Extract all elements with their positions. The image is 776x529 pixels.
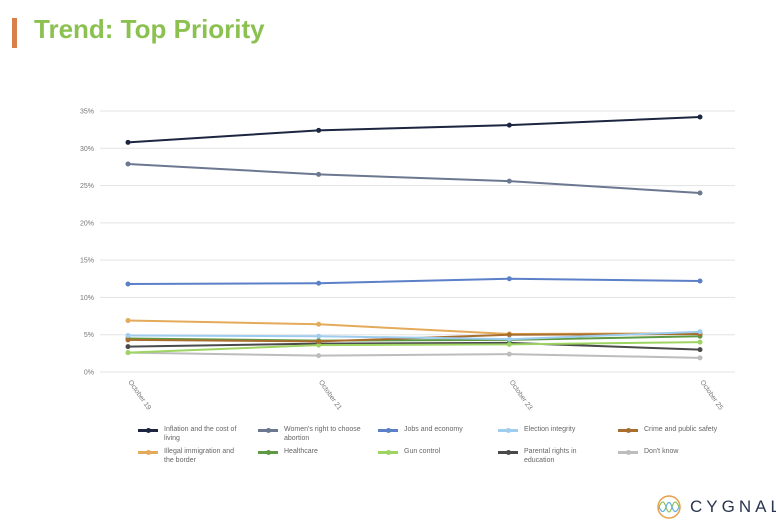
y-tick-label: 20% xyxy=(80,220,94,227)
data-point xyxy=(316,171,322,177)
legend-swatch xyxy=(258,428,278,433)
legend-label: Illegal immigration and the border xyxy=(164,448,235,464)
y-tick-label: 5% xyxy=(84,332,94,339)
legend-swatch xyxy=(498,450,518,455)
data-point xyxy=(697,355,703,361)
cygnal-logo: CYGNAL xyxy=(656,494,776,520)
data-point xyxy=(316,333,322,339)
y-tick-label: 10% xyxy=(80,295,94,302)
data-point xyxy=(125,344,131,350)
legend-item: Election integrity xyxy=(498,425,618,445)
legend-item: Parental rights in education xyxy=(498,447,618,467)
legend-swatch xyxy=(138,428,158,433)
data-point xyxy=(697,347,703,353)
legend-swatch xyxy=(618,450,638,455)
data-point xyxy=(316,342,322,348)
legend-item: Don't know xyxy=(618,447,738,467)
legend-swatch xyxy=(498,428,518,433)
series-line xyxy=(127,341,701,354)
legend-label: Gun control xyxy=(404,448,441,455)
data-point xyxy=(125,337,131,343)
data-point xyxy=(316,280,322,286)
title-accent-bar xyxy=(12,18,17,48)
legend-label: Parental rights in education xyxy=(524,448,577,464)
legend-label: Crime and public safety xyxy=(644,426,718,433)
data-point xyxy=(506,332,512,338)
series-line xyxy=(127,335,701,342)
legend-label: Women's right to choose abortion xyxy=(284,426,361,442)
data-point xyxy=(506,178,512,184)
data-point xyxy=(316,321,322,327)
legend-label: Don't know xyxy=(644,448,679,455)
data-point xyxy=(316,127,322,133)
y-tick-label: 0% xyxy=(84,370,94,377)
legend-item: Jobs and economy xyxy=(378,425,498,445)
legend-item: Illegal immigration and the border xyxy=(138,447,258,467)
page-title: Trend: Top Priority xyxy=(34,14,265,44)
series-line xyxy=(127,277,701,286)
legend-label: Inflation and the cost of living xyxy=(164,426,237,442)
legend-label: Jobs and economy xyxy=(404,426,463,433)
legend-swatch xyxy=(258,450,278,455)
x-tick-label: October 23 xyxy=(508,379,534,411)
data-point xyxy=(506,351,512,357)
data-point xyxy=(697,114,703,120)
data-point xyxy=(506,336,512,342)
legend-item: Inflation and the cost of living xyxy=(138,425,258,445)
data-point xyxy=(125,281,131,287)
y-tick-label: 35% xyxy=(80,109,94,116)
legend-swatch xyxy=(378,428,398,433)
data-point xyxy=(125,332,131,338)
y-tick-label: 30% xyxy=(80,146,94,153)
x-tick-label: October 21 xyxy=(317,379,343,411)
series-line xyxy=(127,162,701,195)
legend-item: Crime and public safety xyxy=(618,425,738,445)
legend-swatch xyxy=(138,450,158,455)
data-point xyxy=(125,139,131,145)
data-point xyxy=(125,350,131,356)
data-point xyxy=(506,341,512,347)
data-point xyxy=(697,278,703,284)
data-point xyxy=(506,276,512,282)
x-tick-label: October 19 xyxy=(126,379,152,411)
y-tick-label: 15% xyxy=(80,258,94,265)
cygnal-logo-icon xyxy=(657,495,681,519)
data-point xyxy=(125,161,131,167)
series-line xyxy=(127,351,701,359)
y-tick-label: 25% xyxy=(80,183,94,190)
legend-item: Gun control xyxy=(378,447,498,467)
legend-label: Healthcare xyxy=(284,448,318,455)
x-tick-label: October 25 xyxy=(698,379,724,411)
legend-item: Women's right to choose abortion xyxy=(258,425,378,445)
data-point xyxy=(316,353,322,359)
legend-swatch xyxy=(618,428,638,433)
series-line xyxy=(127,319,701,335)
data-point xyxy=(316,338,322,344)
series-line xyxy=(127,341,701,351)
legend-swatch xyxy=(378,450,398,455)
chart-legend: Inflation and the cost of living Women's … xyxy=(138,425,738,467)
data-point xyxy=(506,122,512,128)
data-point xyxy=(125,318,131,324)
data-point xyxy=(697,190,703,196)
line-chart: 0% 5% 10% 15% 20% 25% 30% 35% October 19 October … xyxy=(80,109,735,412)
data-point xyxy=(697,339,703,345)
series-line xyxy=(127,330,701,341)
legend-item: Healthcare xyxy=(258,447,378,467)
series-line xyxy=(127,115,701,144)
legend-label: Election integrity xyxy=(524,426,576,433)
data-point xyxy=(697,329,703,335)
